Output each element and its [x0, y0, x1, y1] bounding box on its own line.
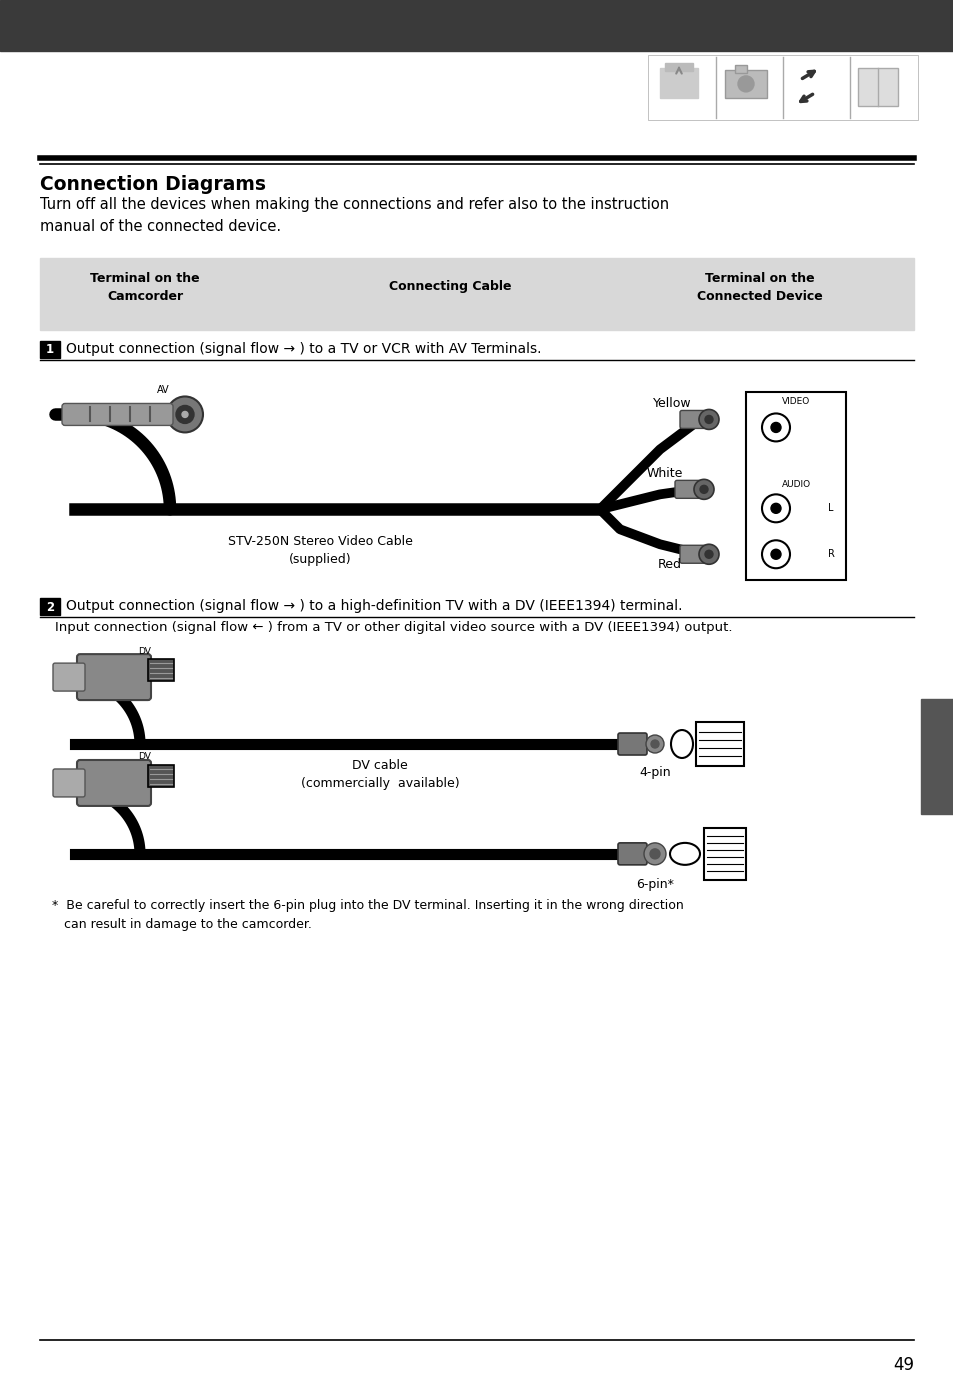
- Circle shape: [693, 480, 713, 499]
- Circle shape: [175, 405, 193, 423]
- Text: *  Be careful to correctly insert the 6-pin plug into the DV terminal. Inserting: * Be careful to correctly insert the 6-p…: [52, 899, 683, 931]
- Bar: [148, 765, 173, 787]
- Text: AUDIO: AUDIO: [781, 480, 810, 490]
- Text: 2: 2: [46, 601, 54, 614]
- Bar: [659, 68, 698, 98]
- Circle shape: [699, 545, 719, 564]
- Circle shape: [770, 549, 781, 560]
- Text: Input connection (signal flow ← ) from a TV or other digital video source with a: Input connection (signal flow ← ) from a…: [55, 621, 732, 634]
- FancyBboxPatch shape: [77, 654, 151, 701]
- Text: 4-pin: 4-pin: [639, 765, 670, 779]
- Text: Turn off all the devices when making the connections and refer also to the instr: Turn off all the devices when making the…: [40, 197, 668, 234]
- Circle shape: [770, 422, 781, 433]
- FancyBboxPatch shape: [618, 843, 646, 865]
- Bar: [696, 723, 743, 765]
- Text: 1: 1: [46, 343, 54, 356]
- Bar: [40, 598, 60, 615]
- FancyBboxPatch shape: [62, 404, 172, 426]
- FancyBboxPatch shape: [53, 769, 85, 797]
- Bar: [745, 393, 845, 581]
- Text: AV: AV: [156, 386, 169, 396]
- Text: DV cable
(commercially  available): DV cable (commercially available): [300, 758, 458, 790]
- Text: Output connection (signal flow → ) to a TV or VCR with AV Terminals.: Output connection (signal flow → ) to a …: [66, 342, 541, 356]
- FancyBboxPatch shape: [77, 760, 151, 805]
- Ellipse shape: [670, 729, 692, 758]
- Text: Terminal on the
Connected Device: Terminal on the Connected Device: [697, 272, 822, 302]
- Circle shape: [761, 414, 789, 441]
- Circle shape: [704, 550, 712, 558]
- FancyBboxPatch shape: [679, 411, 705, 429]
- Bar: [734, 65, 746, 73]
- Ellipse shape: [669, 843, 700, 865]
- Circle shape: [167, 397, 203, 433]
- Circle shape: [761, 494, 789, 523]
- Bar: [724, 70, 766, 98]
- FancyBboxPatch shape: [679, 545, 705, 563]
- Text: White: White: [646, 467, 682, 480]
- Bar: [647, 55, 917, 120]
- Text: 6-pin*: 6-pin*: [636, 878, 673, 891]
- Circle shape: [643, 843, 665, 865]
- FancyBboxPatch shape: [618, 734, 646, 754]
- Text: STV-250N Stereo Video Cable
(supplied): STV-250N Stereo Video Cable (supplied): [228, 535, 412, 567]
- FancyBboxPatch shape: [53, 663, 85, 691]
- Bar: [148, 659, 173, 681]
- Text: Red: Red: [658, 558, 681, 571]
- Text: DV: DV: [138, 753, 152, 761]
- Text: DV: DV: [138, 647, 152, 655]
- Circle shape: [704, 415, 712, 423]
- Text: VIDEO: VIDEO: [781, 397, 809, 407]
- Bar: [857, 68, 897, 106]
- Bar: [40, 258, 913, 330]
- Text: Yellow: Yellow: [652, 397, 691, 411]
- Circle shape: [770, 503, 781, 513]
- Bar: [703, 827, 745, 880]
- Text: 49: 49: [892, 1356, 913, 1375]
- Text: Terminal on the
Camcorder: Terminal on the Camcorder: [91, 272, 199, 302]
- Text: R: R: [826, 549, 834, 560]
- Text: Connection Diagrams: Connection Diagrams: [40, 175, 266, 194]
- Text: Output connection (signal flow → ) to a high-definition TV with a DV (IEEE1394) : Output connection (signal flow → ) to a …: [66, 600, 681, 614]
- Bar: [920, 699, 953, 814]
- Circle shape: [645, 735, 663, 753]
- Circle shape: [182, 411, 188, 418]
- Text: L: L: [827, 503, 833, 513]
- Bar: [0, 0, 953, 51]
- Circle shape: [700, 485, 707, 494]
- Circle shape: [649, 849, 659, 859]
- Circle shape: [761, 541, 789, 568]
- Text: Connecting Cable: Connecting Cable: [388, 280, 511, 292]
- Circle shape: [650, 741, 659, 747]
- Circle shape: [738, 76, 753, 92]
- Circle shape: [699, 410, 719, 429]
- FancyBboxPatch shape: [675, 480, 700, 498]
- Bar: [40, 341, 60, 357]
- Bar: [664, 63, 692, 70]
